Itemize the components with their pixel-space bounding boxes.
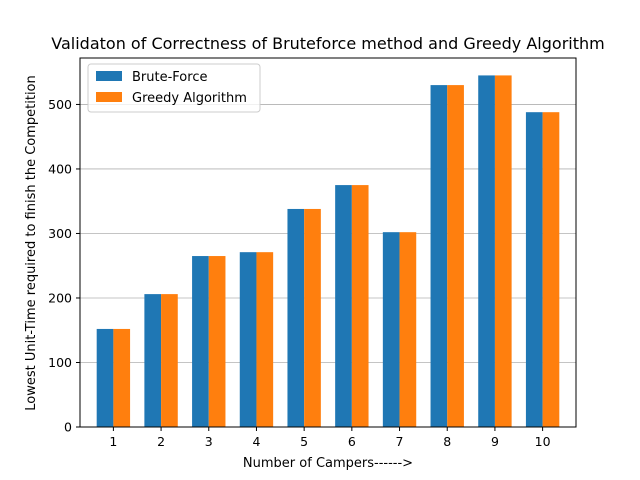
bar-greedy-algorithm-4	[256, 252, 274, 427]
bar-greedy-algorithm-7	[399, 232, 417, 427]
legend-label-greedy-algorithm: Greedy Algorithm	[132, 91, 247, 106]
x-tick-label: 7	[396, 434, 404, 449]
bar-brute-force-9	[478, 75, 495, 427]
bar-brute-force-2	[144, 294, 162, 427]
bar-greedy-algorithm-8	[447, 85, 464, 427]
bar-brute-force-5	[287, 208, 305, 427]
bar-greedy-algorithm-2	[161, 294, 178, 427]
y-axis-label: Lowest Unit-Time required to finish the …	[24, 75, 39, 411]
legend-swatch-greedy-algorithm	[96, 92, 122, 102]
y-tick-label: 0	[64, 420, 72, 435]
y-tick-label: 400	[48, 161, 72, 176]
x-tick-label: 2	[157, 434, 165, 449]
x-tick-label: 6	[348, 434, 356, 449]
bar-brute-force-3	[192, 256, 209, 427]
axes-frame	[79, 57, 577, 428]
bar-brute-force-10	[525, 112, 543, 427]
legend: Brute-Force Greedy Algorithm	[87, 63, 261, 113]
y-tick-label: 300	[48, 226, 72, 241]
x-tick-label: 10	[535, 434, 551, 449]
x-tick-label: 4	[252, 434, 260, 449]
bar-greedy-algorithm-1	[113, 328, 131, 427]
legend-box	[87, 63, 261, 113]
x-tick-label: 5	[300, 434, 308, 449]
bar-greedy-algorithm-3	[208, 256, 226, 427]
x-axis-label: Number of Campers------>	[243, 456, 413, 471]
bar-brute-force-4	[239, 252, 257, 427]
y-tick-label: 200	[48, 290, 72, 305]
y-tick-label: 500	[48, 97, 72, 112]
x-tick-label: 1	[109, 434, 117, 449]
bar-brute-force-1	[96, 328, 114, 427]
bar-brute-force-8	[430, 85, 448, 427]
legend-swatch-brute-force	[96, 71, 122, 81]
legend-label-brute-force: Brute-Force	[132, 70, 207, 85]
bar-greedy-algorithm-10	[542, 112, 560, 427]
x-tick-label: 8	[443, 434, 451, 449]
bar-greedy-algorithm-5	[304, 208, 321, 427]
x-tick-label: 9	[491, 434, 499, 449]
bar-brute-force-6	[335, 185, 352, 427]
bar-greedy-algorithm-6	[351, 185, 369, 427]
x-tick-label: 3	[205, 434, 213, 449]
bar-greedy-algorithm-9	[494, 75, 512, 427]
chart-title: Validaton of Correctness of Bruteforce m…	[51, 34, 604, 53]
bar-brute-force-7	[382, 232, 400, 427]
y-tick-label: 100	[48, 355, 72, 370]
